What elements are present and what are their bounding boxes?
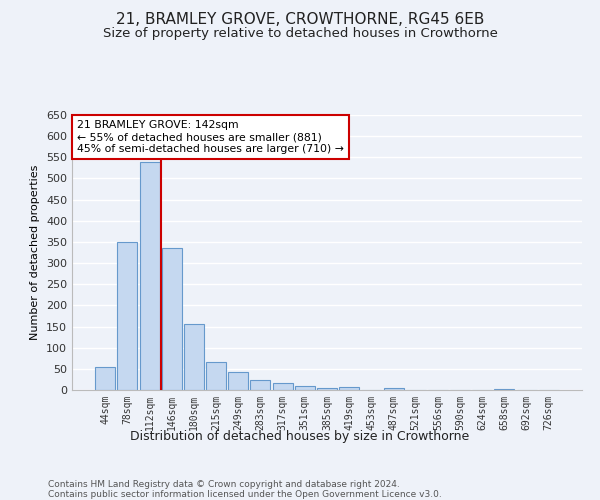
- Text: Size of property relative to detached houses in Crowthorne: Size of property relative to detached ho…: [103, 28, 497, 40]
- Text: 21, BRAMLEY GROVE, CROWTHORNE, RG45 6EB: 21, BRAMLEY GROVE, CROWTHORNE, RG45 6EB: [116, 12, 484, 28]
- Bar: [272, 383, 293, 390]
- Y-axis label: Number of detached properties: Number of detached properties: [31, 165, 40, 340]
- Bar: [317, 388, 337, 390]
- Bar: [383, 388, 404, 390]
- Bar: [118, 242, 137, 390]
- Bar: [140, 162, 160, 390]
- Bar: [184, 324, 204, 390]
- Text: 21 BRAMLEY GROVE: 142sqm
← 55% of detached houses are smaller (881)
45% of semi-: 21 BRAMLEY GROVE: 142sqm ← 55% of detach…: [77, 120, 344, 154]
- Bar: [339, 387, 359, 390]
- Bar: [228, 372, 248, 390]
- Bar: [95, 366, 115, 390]
- Bar: [206, 362, 226, 390]
- Text: Distribution of detached houses by size in Crowthorne: Distribution of detached houses by size …: [130, 430, 470, 443]
- Bar: [295, 386, 315, 390]
- Text: Contains HM Land Registry data © Crown copyright and database right 2024.
Contai: Contains HM Land Registry data © Crown c…: [48, 480, 442, 500]
- Bar: [250, 380, 271, 390]
- Bar: [494, 388, 514, 390]
- Bar: [162, 248, 182, 390]
